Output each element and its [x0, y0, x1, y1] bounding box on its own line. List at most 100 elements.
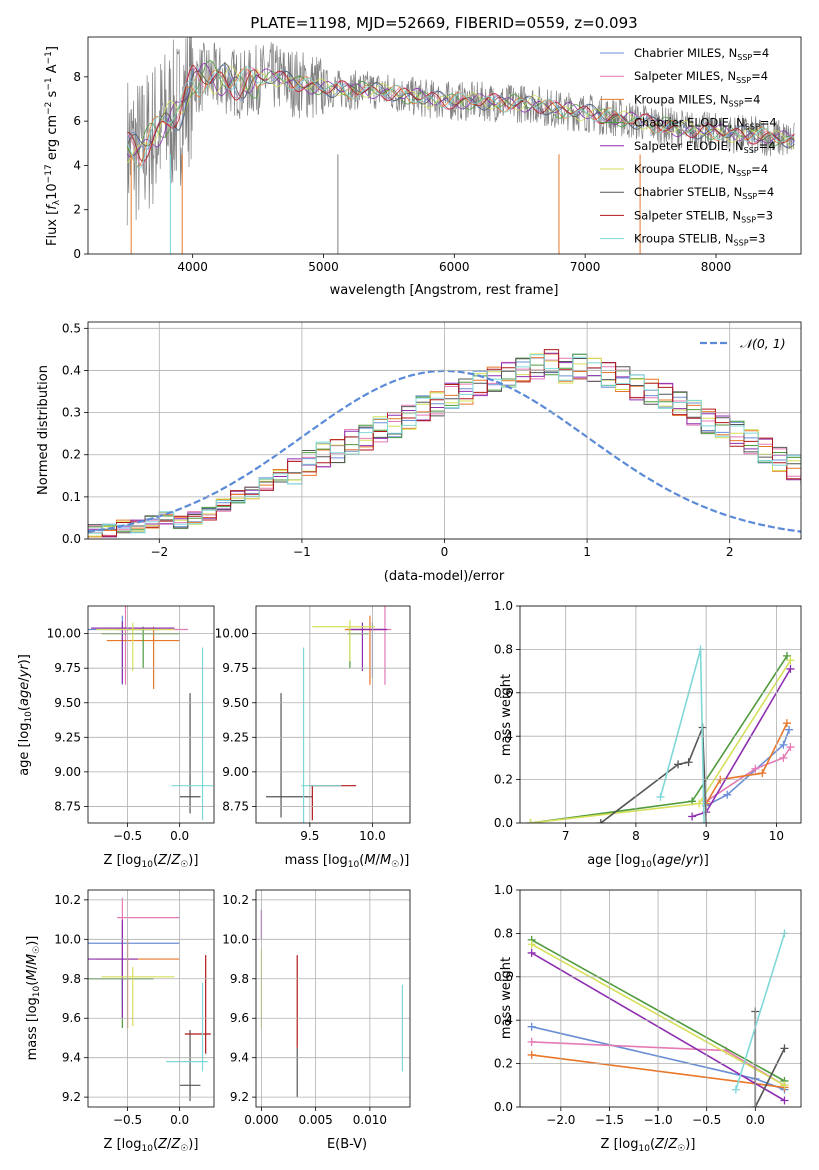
spectrum-legend: Chabrier MILES, NSSP=4 Salpeter MILES, NS… — [600, 46, 777, 248]
massweight-vs-metallicity-plot: −2.0 −1.5 −1.0 −0.5 0.0 0.0 0.2 0.4 0.6 0.8 1.0 — [494, 883, 802, 1127]
y-tick-label: 0 — [73, 247, 81, 261]
p3-xlabel: Z [log10(Z/Z☉)] — [104, 853, 199, 870]
y-tick-label: 8.75 — [54, 799, 81, 813]
series-line-kroupa_miles — [705, 722, 788, 804]
x-tick-label: 5000 — [308, 260, 339, 274]
y-tick-label: 4 — [73, 158, 81, 172]
x-tick-label: 0.010 — [353, 1113, 387, 1127]
series-marker — [527, 1022, 536, 1031]
y-tick-label: 9.4 — [230, 1051, 249, 1065]
hist-ylabel: Normed distribution — [36, 365, 51, 495]
errorbar-chabrier_stelib — [266, 693, 313, 818]
x-tick-label: 9 — [702, 829, 710, 843]
y-tick-label: 9.8 — [62, 972, 81, 986]
p7-xlabel: E(B-V) — [327, 1137, 367, 1152]
errorbar-salpeter_stelib — [184, 955, 211, 1054]
series-marker — [758, 769, 767, 778]
model-spectrum-kroupa_stelib — [126, 66, 795, 170]
x-tick-label: 4000 — [177, 260, 208, 274]
series-marker — [596, 819, 605, 823]
axes-frame — [519, 605, 802, 824]
y-tick-label: 0.8 — [494, 926, 513, 940]
y-tick-label: 1.0 — [494, 599, 513, 613]
y-tick-label: 10.00 — [47, 627, 81, 641]
series-marker — [779, 740, 788, 749]
y-tick-label: 2 — [73, 203, 81, 217]
y-tick-label: 0.2 — [494, 1057, 513, 1071]
series-marker — [656, 792, 665, 801]
series-marker — [751, 764, 760, 773]
x-tick-label: 9.5 — [300, 829, 319, 843]
errorbar-salpeter_elodie — [349, 622, 388, 671]
errorbar-salpeter_elodie — [88, 919, 138, 1019]
x-tick-label: 0.000 — [244, 1113, 278, 1127]
x-tick-label: 1 — [583, 545, 591, 559]
p4-xlabel: mass [log10(M/M☉)] — [285, 853, 410, 870]
legend-label: 𝒩(0, 1) — [740, 336, 786, 351]
x-tick-label: 0 — [441, 545, 449, 559]
x-tick-label: −1.0 — [643, 1113, 672, 1127]
y-tick-label: 9.75 — [222, 661, 249, 675]
series-marker — [780, 1081, 789, 1090]
errorbar-kroupa_elodie — [101, 966, 175, 1027]
x-tick-label: 0.0 — [746, 1113, 765, 1127]
age-vs-metallicity-plot: −0.5 0.0 8.75 9.00 9.25 9.50 9.75 10.00 — [47, 605, 215, 843]
y-tick-label: 9.6 — [230, 1011, 249, 1025]
y-tick-label: 0.4 — [494, 729, 513, 743]
y-tick-label: 9.25 — [222, 730, 249, 744]
massweight-vs-age-plot: 7 8 9 10 0.0 0.2 0.4 0.6 0.8 1.0 — [494, 599, 802, 843]
y-tick-label: 0.4 — [494, 1013, 513, 1027]
y-tick-label: 0.2 — [62, 448, 81, 462]
y-tick-label: 0.6 — [494, 970, 513, 984]
y-tick-label: 10.0 — [54, 932, 81, 946]
y-tick-label: 10.0 — [222, 932, 249, 946]
x-tick-label: 0.005 — [298, 1113, 332, 1127]
legend-label: Salpeter MILES, NSSP=4 — [634, 69, 768, 85]
y-tick-label: 9.75 — [54, 661, 81, 675]
age-vs-mass-plot: 9.5 10.0 8.75 9.00 9.25 9.50 9.75 10.00 — [215, 605, 411, 843]
mass-vs-metallicity-plot: −0.5 0.0 9.2 9.4 9.6 9.8 10.0 10.2 — [54, 889, 215, 1127]
y-tick-label: 9.50 — [54, 696, 81, 710]
p5-ylabel: mass weight — [499, 674, 514, 756]
y-tick-label: 0.2 — [494, 773, 513, 787]
y-tick-label: 0.0 — [494, 1100, 513, 1114]
y-tick-label: 10.00 — [215, 627, 249, 641]
axes-frame — [87, 889, 215, 1108]
x-tick-label: 8 — [632, 829, 640, 843]
legend-label: Salpeter ELODIE, NSSP=4 — [634, 139, 776, 155]
y-tick-label: 0.1 — [62, 490, 81, 504]
x-tick-label: 7 — [562, 829, 570, 843]
axes-frame — [87, 36, 802, 255]
series-marker — [782, 719, 791, 728]
p6-ylabel: mass [log10(M/M☉)] — [25, 936, 42, 1061]
series-marker — [527, 940, 536, 949]
legend-label: Chabrier MILES, NSSP=4 — [634, 46, 769, 62]
legend-label: Chabrier ELODIE, NSSP=4 — [634, 116, 777, 132]
model-spectrum-chabrier_stelib — [126, 63, 795, 149]
x-tick-label: −1.5 — [595, 1113, 624, 1127]
series-marker — [695, 799, 704, 808]
mass-vs-ebv-plot: 0.000 0.005 0.010 9.2 9.4 9.6 9.8 10.0 10.2 — [222, 889, 411, 1127]
p8-ylabel: mass weight — [499, 957, 514, 1039]
x-tick-label: 6000 — [439, 260, 470, 274]
x-tick-label: −0.5 — [113, 1113, 142, 1127]
series-marker — [527, 948, 536, 957]
p6-xlabel: Z [log10(Z/Z☉)] — [104, 1137, 199, 1154]
plot-area — [88, 606, 213, 821]
y-tick-label: 0.4 — [62, 363, 81, 377]
residual-histogram: −2 −1 0 1 2 0.0 0.1 0.2 0.3 0.4 0.5 𝒩(0, 1) — [62, 321, 802, 559]
y-tick-label: 9.00 — [222, 765, 249, 779]
series-marker — [786, 664, 795, 673]
plot-area — [126, 37, 795, 254]
x-tick-label: 10.0 — [359, 829, 386, 843]
y-tick-label: 0.3 — [62, 406, 81, 420]
errorbar-chabrier_stelib — [179, 693, 201, 814]
y-tick-label: 9.50 — [222, 696, 249, 710]
p8-xlabel: Z [log10(Z/Z☉)] — [601, 1137, 696, 1154]
axes-frame — [519, 889, 802, 1108]
x-tick-label: −2 — [150, 545, 168, 559]
axes-frame — [87, 321, 802, 540]
hist-xlabel: (data-model)/error — [384, 569, 505, 584]
spectrum-ylabel: Flux [fλ10−17 erg cm−2 s−1 A−1] — [44, 46, 62, 246]
